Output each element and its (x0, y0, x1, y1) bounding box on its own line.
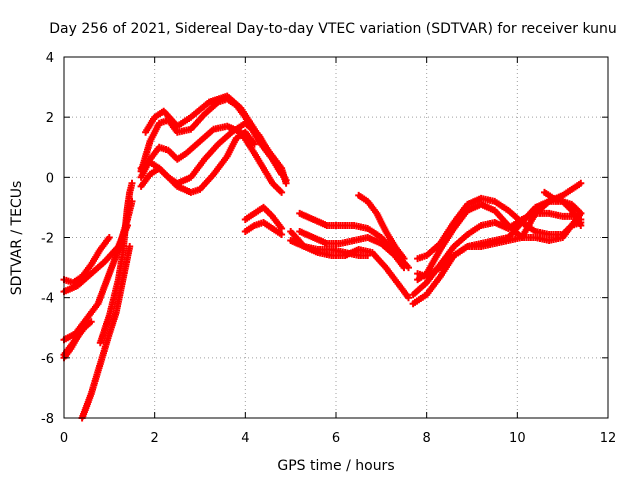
x-tick-label-2: 4 (241, 431, 249, 446)
ticks: 0 2 4 6 8 10 12 -8 -6 -4 -2 0 2 4 (41, 51, 616, 446)
marker-12-23 (278, 225, 286, 232)
marker-9-93 (278, 188, 286, 196)
marker-23-85 (577, 209, 585, 217)
marker-13-19 (278, 231, 286, 238)
series-arc-10 (137, 122, 286, 196)
x-tick-label-4: 8 (423, 431, 431, 446)
marker-22-97 (577, 179, 585, 187)
series-arc-13 (241, 203, 286, 232)
marker-4-11 (74, 333, 82, 341)
series-arc-15 (296, 209, 412, 272)
x-tick-label-1: 2 (151, 431, 159, 446)
marker-11-75 (250, 140, 258, 148)
series-arc-12 (137, 128, 258, 196)
x-axis-label: GPS time / hours (277, 458, 394, 474)
chart-title: Day 256 of 2021, Sidereal Day-to-day VTE… (49, 21, 617, 37)
marker-15-54 (400, 264, 408, 272)
series-arc-24 (414, 197, 585, 281)
y-tick-label-0: -8 (41, 412, 54, 427)
series-arc-14 (241, 219, 286, 238)
marker-24-23 (577, 222, 585, 229)
marker-18-36 (400, 255, 408, 263)
y-tick-label-5: 2 (46, 111, 54, 126)
series-arc-18 (287, 228, 372, 259)
marker-16-65 (405, 294, 412, 302)
series-arc-11 (137, 119, 290, 187)
x-tick-label-5: 10 (509, 431, 526, 446)
marker-10-94 (282, 176, 290, 184)
y-tick-label-2: -4 (41, 292, 54, 307)
data-markers (60, 92, 585, 422)
series-arc-25 (541, 188, 585, 229)
marker-3-20 (87, 318, 95, 326)
y-tick-label-4: 0 (46, 171, 54, 186)
series-arc-7 (96, 179, 136, 347)
x-tick-label-0: 0 (60, 431, 68, 446)
x-tick-label-3: 6 (332, 431, 340, 446)
marker-17-37 (364, 252, 372, 259)
marker-0-31 (105, 234, 113, 241)
x-tick-label-6: 12 (600, 431, 617, 446)
marker-6-73 (128, 179, 136, 187)
series-arc-16 (296, 228, 408, 272)
y-axis-label: SDTVAR / TECUs (9, 181, 25, 296)
y-tick-label-6: 4 (46, 51, 54, 66)
y-tick-label-1: -6 (41, 352, 54, 367)
y-tick-label-3: -2 (41, 232, 54, 247)
series-arc-19 (355, 191, 408, 263)
series-arc-5 (60, 333, 82, 362)
marker-5-80 (126, 243, 134, 250)
